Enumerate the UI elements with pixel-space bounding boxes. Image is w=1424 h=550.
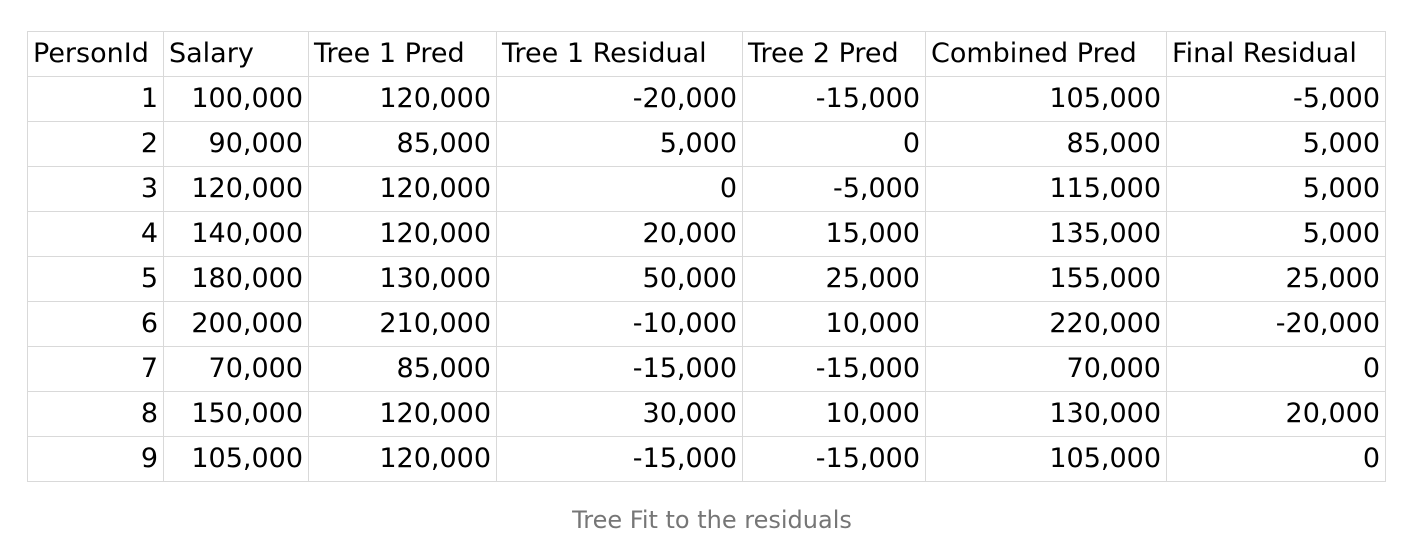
table-cell: 5,000: [496, 121, 743, 167]
table-cell: 5,000: [1166, 166, 1386, 212]
table-cell: 7: [27, 346, 164, 392]
table-row: 4 140,000 120,000 20,000 15,000 135,000 …: [27, 211, 1386, 257]
table-cell: 30,000: [496, 391, 743, 437]
table-cell: 8: [27, 391, 164, 437]
table-cell: 4: [27, 211, 164, 257]
residuals-table: PersonId Salary Tree 1 Pred Tree 1 Resid…: [27, 31, 1386, 482]
table-cell: 6: [27, 301, 164, 347]
table-cell: 85,000: [308, 121, 497, 167]
table-cell: 105,000: [925, 76, 1167, 122]
header-cell: PersonId: [27, 31, 164, 77]
table-cell: -10,000: [496, 301, 743, 347]
table-cell: -15,000: [742, 436, 926, 482]
table-cell: 0: [1166, 346, 1386, 392]
table-cell: -20,000: [496, 76, 743, 122]
table-cell: 130,000: [308, 256, 497, 302]
table-cell: 10,000: [742, 391, 926, 437]
table-cell: 130,000: [925, 391, 1167, 437]
table-row: 7 70,000 85,000 -15,000 -15,000 70,000 0: [27, 346, 1386, 392]
table-cell: 150,000: [163, 391, 309, 437]
table-caption: Tree Fit to the residuals: [572, 506, 852, 534]
table-cell: 120,000: [308, 166, 497, 212]
table-row: 1 100,000 120,000 -20,000 -15,000 105,00…: [27, 76, 1386, 122]
table-cell: 120,000: [308, 211, 497, 257]
table-cell: 5: [27, 256, 164, 302]
table-cell: -15,000: [742, 346, 926, 392]
table-cell: 0: [742, 121, 926, 167]
table-cell: 85,000: [925, 121, 1167, 167]
table-cell: 120,000: [163, 166, 309, 212]
table-cell: 10,000: [742, 301, 926, 347]
table-cell: 115,000: [925, 166, 1167, 212]
table-cell: 0: [1166, 436, 1386, 482]
table-cell: 140,000: [163, 211, 309, 257]
table-cell: -5,000: [1166, 76, 1386, 122]
table-cell: 105,000: [163, 436, 309, 482]
table-cell: 15,000: [742, 211, 926, 257]
table-cell: 90,000: [163, 121, 309, 167]
table-cell: 5,000: [1166, 121, 1386, 167]
table-cell: 2: [27, 121, 164, 167]
table-cell: 180,000: [163, 256, 309, 302]
table-row: 9 105,000 120,000 -15,000 -15,000 105,00…: [27, 436, 1386, 482]
table-row: 5 180,000 130,000 50,000 25,000 155,000 …: [27, 256, 1386, 302]
table-cell: 155,000: [925, 256, 1167, 302]
table-cell: 120,000: [308, 76, 497, 122]
table-cell: -5,000: [742, 166, 926, 212]
table-cell: 120,000: [308, 436, 497, 482]
table-cell: -15,000: [742, 76, 926, 122]
table-cell: 220,000: [925, 301, 1167, 347]
header-cell: Tree 2 Pred: [742, 31, 926, 77]
table-cell: -15,000: [496, 436, 743, 482]
table-cell: -20,000: [1166, 301, 1386, 347]
header-cell: Tree 1 Residual: [496, 31, 743, 77]
header-row: PersonId Salary Tree 1 Pred Tree 1 Resid…: [27, 31, 1386, 77]
table-row: 6 200,000 210,000 -10,000 10,000 220,000…: [27, 301, 1386, 347]
table-cell: 0: [496, 166, 743, 212]
table-row: 2 90,000 85,000 5,000 0 85,000 5,000: [27, 121, 1386, 167]
header-cell: Tree 1 Pred: [308, 31, 497, 77]
table-cell: 105,000: [925, 436, 1167, 482]
header-cell: Combined Pred: [925, 31, 1167, 77]
table-cell: 20,000: [496, 211, 743, 257]
table-row: 8 150,000 120,000 30,000 10,000 130,000 …: [27, 391, 1386, 437]
table-cell: 70,000: [925, 346, 1167, 392]
table-cell: 1: [27, 76, 164, 122]
table-cell: 200,000: [163, 301, 309, 347]
table-cell: 3: [27, 166, 164, 212]
header-cell: Final Residual: [1166, 31, 1386, 77]
table-cell: -15,000: [496, 346, 743, 392]
table-cell: 100,000: [163, 76, 309, 122]
table-cell: 5,000: [1166, 211, 1386, 257]
table-cell: 70,000: [163, 346, 309, 392]
table-cell: 9: [27, 436, 164, 482]
table-cell: 210,000: [308, 301, 497, 347]
table-cell: 85,000: [308, 346, 497, 392]
table-cell: 50,000: [496, 256, 743, 302]
table-cell: 135,000: [925, 211, 1167, 257]
table-cell: 120,000: [308, 391, 497, 437]
table-cell: 20,000: [1166, 391, 1386, 437]
table-row: 3 120,000 120,000 0 -5,000 115,000 5,000: [27, 166, 1386, 212]
header-cell: Salary: [163, 31, 309, 77]
table-cell: 25,000: [1166, 256, 1386, 302]
table-cell: 25,000: [742, 256, 926, 302]
